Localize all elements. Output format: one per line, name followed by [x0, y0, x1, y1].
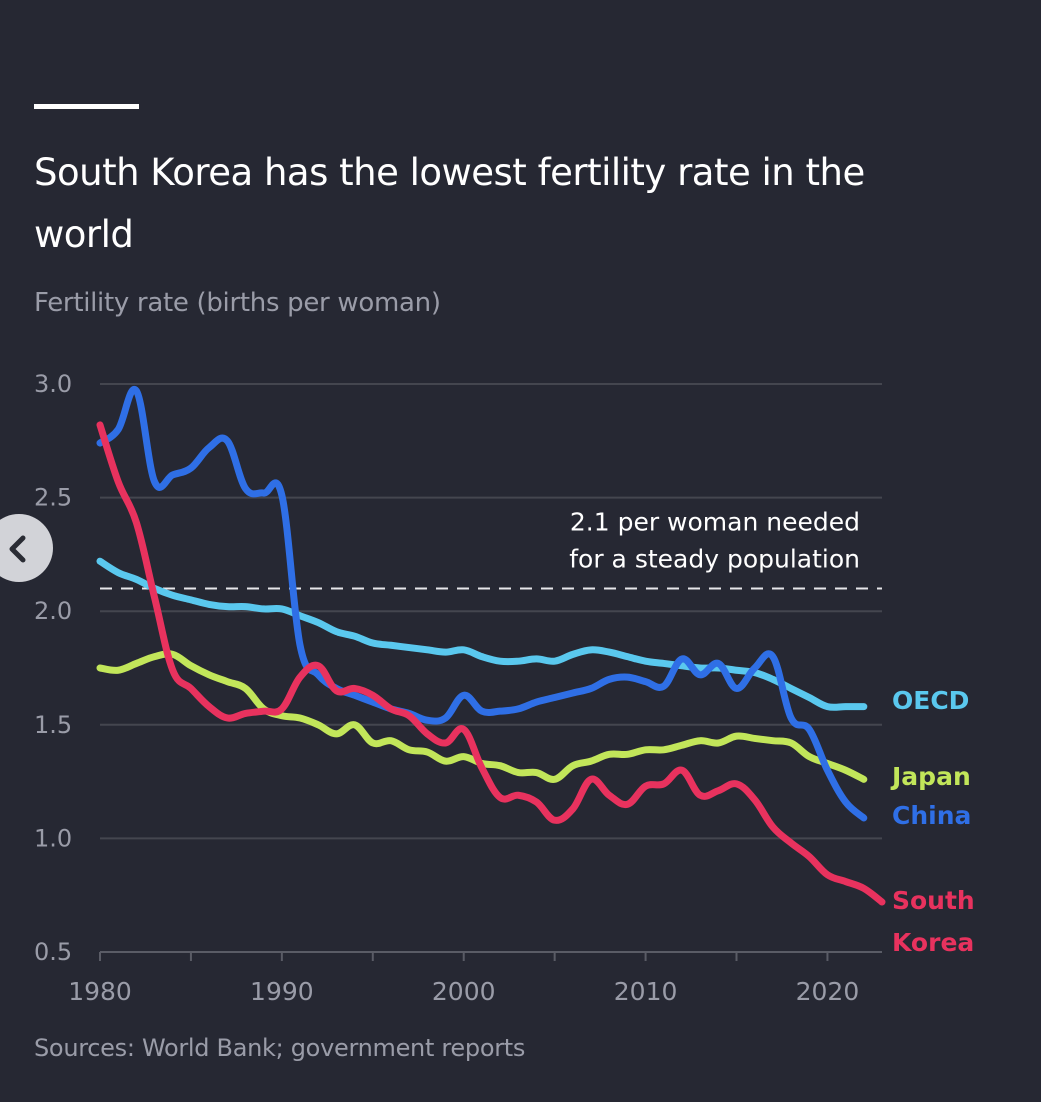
y-tick-label: 0.5 [34, 938, 72, 966]
series-label-south-korea-line-1: South [892, 886, 975, 915]
source-note: Sources: World Bank; government reports [34, 1034, 526, 1062]
series-line-oecd [96, 557, 868, 711]
x-axis: 1980 1990 2000 2010 2020 [68, 952, 859, 1006]
series-label-japan: Japan [890, 762, 971, 791]
y-axis-ticks: 3.0 2.5 2.0 1.5 1.0 0.5 [34, 370, 72, 966]
reference-line-group: 2.1 per woman needed for a steady popula… [100, 507, 882, 590]
y-tick-label: 3.0 [34, 370, 72, 398]
series-label-oecd: OECD [892, 686, 969, 715]
y-tick-label: 1.0 [34, 824, 72, 852]
series-label-south-korea-line-2: Korea [892, 928, 974, 957]
back-button[interactable] [0, 514, 53, 582]
y-tick-label: 2.0 [34, 597, 72, 625]
x-tick-label: 1990 [250, 977, 314, 1006]
x-tick-label: 2020 [796, 977, 860, 1006]
series-line-china [96, 385, 868, 822]
y-tick-label: 2.5 [34, 484, 72, 512]
series-line-south-korea [96, 421, 886, 906]
chart-title: South Korea has the lowest fertility rat… [34, 151, 865, 256]
series-lines [96, 385, 886, 906]
gridlines [100, 383, 882, 953]
y-tick-label: 1.5 [34, 711, 72, 739]
x-tick-label: 2000 [432, 977, 496, 1006]
title-accent-rule [34, 104, 139, 109]
series-labels: OECD Japan China South Korea [890, 686, 975, 957]
reference-label-line-1: 2.1 per woman needed [570, 507, 860, 536]
reference-label-line-2: for a steady population [569, 544, 860, 573]
x-tick-label: 2010 [614, 977, 678, 1006]
chart-subtitle: Fertility rate (births per woman) [34, 288, 441, 318]
series-label-china: China [892, 801, 971, 830]
chevron-left-icon [9, 535, 26, 563]
x-tick-label: 1980 [68, 977, 132, 1006]
